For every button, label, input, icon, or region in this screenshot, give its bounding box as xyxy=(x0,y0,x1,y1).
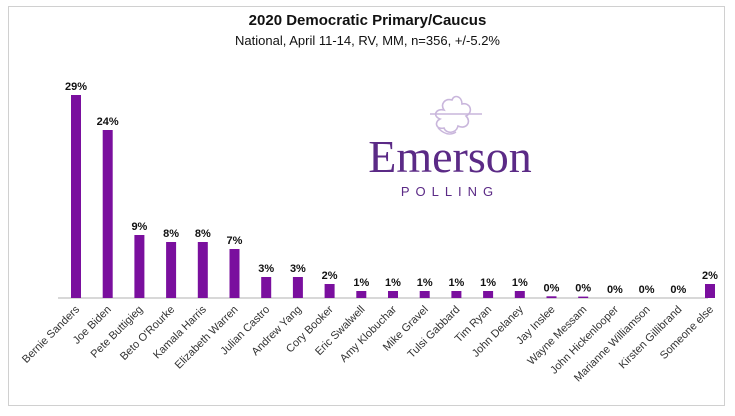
bar xyxy=(261,277,272,298)
bar xyxy=(483,291,494,298)
data-label: 29% xyxy=(65,81,87,93)
data-label: 1% xyxy=(512,277,528,289)
data-label: 3% xyxy=(258,263,274,275)
bar xyxy=(197,242,208,298)
chart-frame xyxy=(8,6,725,406)
data-label: 0% xyxy=(639,284,655,296)
data-label: 24% xyxy=(97,116,119,128)
lion-emblem-icon xyxy=(430,95,482,135)
data-label: 1% xyxy=(480,277,496,289)
data-label: 2% xyxy=(702,270,718,282)
data-label: 8% xyxy=(163,228,179,240)
bar xyxy=(388,291,398,298)
bar xyxy=(71,95,81,298)
bar xyxy=(324,284,335,298)
logo-name: Emerson xyxy=(368,131,532,182)
data-label: 0% xyxy=(670,284,686,296)
data-label: 2% xyxy=(322,270,338,282)
bar xyxy=(229,249,240,298)
bars-group xyxy=(71,95,715,299)
data-label: 7% xyxy=(227,235,243,247)
bar xyxy=(705,284,715,298)
category-label: Amy Klobuchar xyxy=(338,303,399,364)
bar xyxy=(134,235,145,298)
data-label: 9% xyxy=(131,221,147,233)
bar xyxy=(102,130,113,298)
data-label: 3% xyxy=(290,263,306,275)
bar xyxy=(578,296,589,298)
chart-subtitle: National, April 11-14, RV, MM, n=356, +/… xyxy=(235,33,500,48)
bar xyxy=(514,291,525,298)
bar xyxy=(451,291,462,298)
data-label: 8% xyxy=(195,228,211,240)
data-label: 1% xyxy=(385,277,401,289)
data-label: 1% xyxy=(353,277,369,289)
data-label: 1% xyxy=(417,277,433,289)
chart-title: 2020 Democratic Primary/Caucus xyxy=(248,12,487,29)
data-label: 0% xyxy=(544,282,560,294)
bar xyxy=(166,242,177,298)
bar xyxy=(546,296,557,299)
data-label: 1% xyxy=(448,277,464,289)
value-labels-group: 29% 24% 9% 8% 8% 7% 3% 3% 2% 1% 1% 1% 1% 1% 1% 0% 0% 0% 0%… xyxy=(65,81,718,296)
data-label: 0% xyxy=(575,283,591,295)
bar xyxy=(356,291,367,298)
logo-tagline: POLLING xyxy=(401,184,499,199)
bar xyxy=(292,277,303,298)
data-label: 0% xyxy=(607,284,623,296)
emerson-polling-logo: Emerson POLLING xyxy=(368,95,532,199)
bar xyxy=(419,291,430,298)
